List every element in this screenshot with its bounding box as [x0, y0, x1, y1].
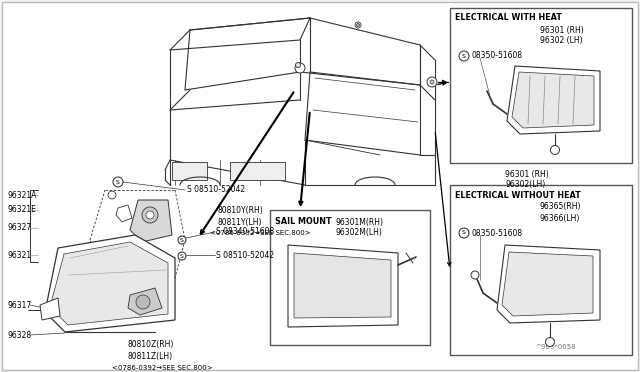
Text: 96302 (LH): 96302 (LH): [540, 36, 582, 45]
Text: S: S: [462, 54, 466, 58]
Circle shape: [296, 62, 301, 67]
Circle shape: [113, 177, 123, 187]
Polygon shape: [128, 288, 162, 315]
Text: S 08510-52042: S 08510-52042: [187, 186, 245, 195]
Text: 96302(LH): 96302(LH): [505, 180, 545, 189]
Text: 96301 (RH): 96301 (RH): [505, 170, 548, 180]
Polygon shape: [45, 235, 175, 332]
Circle shape: [545, 337, 554, 346]
Text: 96327: 96327: [8, 224, 32, 232]
Circle shape: [427, 77, 437, 87]
Text: 96317: 96317: [8, 301, 32, 310]
Text: 96301M(RH): 96301M(RH): [335, 218, 383, 227]
Text: S: S: [116, 180, 120, 185]
Text: ELECTRICAL WITHOUT HEAT: ELECTRICAL WITHOUT HEAT: [455, 190, 580, 199]
Bar: [230, 162, 285, 180]
Text: SAIL MOUNT: SAIL MOUNT: [275, 218, 332, 227]
Polygon shape: [288, 245, 398, 327]
Text: S: S: [180, 237, 184, 243]
Text: 80811Z(LH): 80811Z(LH): [128, 353, 173, 362]
Text: 96321A: 96321A: [8, 190, 37, 199]
Text: <0786-0392→SEE SEC.800>: <0786-0392→SEE SEC.800>: [112, 365, 212, 371]
Circle shape: [146, 211, 154, 219]
Text: 96301 (RH): 96301 (RH): [540, 26, 584, 35]
Text: 96302M(LH): 96302M(LH): [335, 228, 382, 237]
Circle shape: [142, 207, 158, 223]
Circle shape: [108, 191, 116, 199]
Text: 08350-51608: 08350-51608: [472, 228, 523, 237]
Text: 08350-51608: 08350-51608: [472, 51, 523, 61]
Polygon shape: [130, 200, 172, 242]
Polygon shape: [116, 205, 132, 222]
Text: 96321E: 96321E: [8, 205, 37, 215]
Polygon shape: [50, 242, 168, 325]
Circle shape: [459, 228, 469, 238]
Text: 96366(LH): 96366(LH): [540, 214, 580, 222]
Circle shape: [136, 295, 150, 309]
Text: S: S: [180, 253, 184, 259]
Polygon shape: [507, 66, 600, 134]
Circle shape: [356, 23, 360, 26]
Bar: [450, 185, 632, 355]
Text: S 08340-51608: S 08340-51608: [216, 228, 275, 237]
Polygon shape: [502, 252, 593, 316]
Text: 80811Y(LH): 80811Y(LH): [218, 218, 262, 227]
Polygon shape: [497, 245, 600, 323]
Polygon shape: [512, 72, 594, 128]
Text: ^963*0058: ^963*0058: [535, 344, 575, 350]
Text: 96328: 96328: [8, 330, 32, 340]
Circle shape: [459, 51, 469, 61]
Circle shape: [355, 22, 361, 28]
Circle shape: [178, 236, 186, 244]
Text: <0786-0392→SEE SEC.800>: <0786-0392→SEE SEC.800>: [210, 230, 310, 236]
Text: 96365(RH): 96365(RH): [540, 202, 582, 212]
Bar: [270, 210, 430, 345]
Text: 80810Z(RH): 80810Z(RH): [128, 340, 174, 350]
Polygon shape: [294, 253, 391, 318]
Circle shape: [550, 145, 559, 154]
Text: S: S: [462, 231, 466, 235]
Bar: [172, 162, 207, 180]
Text: 80810Y(RH): 80810Y(RH): [218, 205, 264, 215]
Polygon shape: [40, 298, 60, 320]
Text: 96321: 96321: [8, 250, 32, 260]
Bar: [450, 8, 632, 163]
Text: S 08510-52042: S 08510-52042: [216, 250, 274, 260]
Circle shape: [471, 271, 479, 279]
Circle shape: [430, 80, 434, 84]
Circle shape: [295, 63, 305, 73]
Text: ELECTRICAL WITH HEAT: ELECTRICAL WITH HEAT: [455, 13, 562, 22]
Circle shape: [178, 252, 186, 260]
